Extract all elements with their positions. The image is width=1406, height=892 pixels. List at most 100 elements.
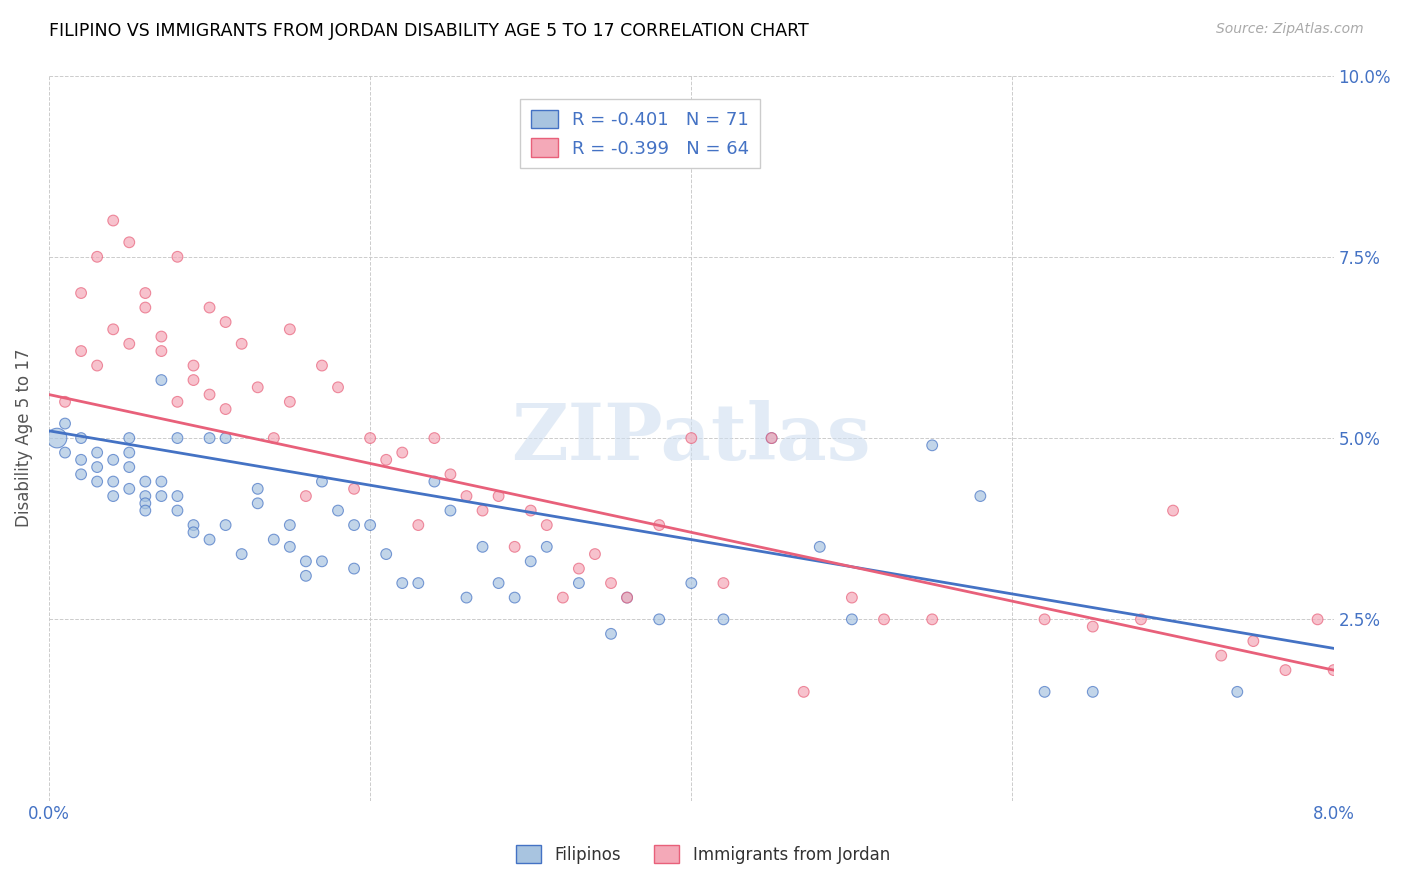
Point — [1161, 503, 1184, 517]
Point — [761, 431, 783, 445]
Point — [681, 576, 703, 591]
Point — [150, 489, 173, 503]
Point — [841, 591, 863, 605]
Point — [713, 612, 735, 626]
Point — [488, 576, 510, 591]
Point — [311, 554, 333, 568]
Point — [134, 503, 156, 517]
Point — [439, 467, 461, 482]
Point — [423, 431, 446, 445]
Point — [921, 438, 943, 452]
Point — [103, 475, 125, 489]
Point — [70, 286, 93, 301]
Point — [118, 445, 141, 459]
Point — [793, 685, 815, 699]
Point — [166, 503, 188, 517]
Point — [439, 503, 461, 517]
Point — [70, 452, 93, 467]
Point — [103, 322, 125, 336]
Point — [166, 489, 188, 503]
Point — [1081, 685, 1104, 699]
Point — [648, 518, 671, 533]
Point — [536, 540, 558, 554]
Point — [150, 344, 173, 359]
Point — [311, 475, 333, 489]
Point — [278, 394, 301, 409]
Point — [391, 576, 413, 591]
Point — [488, 489, 510, 503]
Point — [198, 387, 221, 401]
Point — [808, 540, 831, 554]
Point — [86, 460, 108, 475]
Point — [326, 503, 349, 517]
Point — [616, 591, 638, 605]
Point — [359, 518, 381, 533]
Point — [86, 475, 108, 489]
Text: ZIPatlas: ZIPatlas — [512, 401, 872, 476]
Point — [375, 547, 398, 561]
Point — [46, 431, 69, 445]
Point — [118, 336, 141, 351]
Point — [391, 445, 413, 459]
Point — [53, 445, 76, 459]
Point — [519, 554, 541, 568]
Point — [921, 612, 943, 626]
Point — [713, 576, 735, 591]
Point — [166, 250, 188, 264]
Point — [166, 394, 188, 409]
Point — [471, 503, 494, 517]
Point — [183, 525, 205, 540]
Point — [295, 554, 318, 568]
Point — [295, 569, 318, 583]
Point — [263, 533, 285, 547]
Point — [86, 359, 108, 373]
Point — [118, 431, 141, 445]
Point — [1129, 612, 1152, 626]
Point — [681, 431, 703, 445]
Point — [134, 301, 156, 315]
Point — [103, 213, 125, 227]
Point — [536, 518, 558, 533]
Point — [103, 489, 125, 503]
Point — [53, 394, 76, 409]
Point — [408, 576, 430, 591]
Point — [359, 431, 381, 445]
Point — [183, 373, 205, 387]
Point — [519, 503, 541, 517]
Point — [86, 250, 108, 264]
Point — [278, 540, 301, 554]
Point — [118, 460, 141, 475]
Point — [214, 431, 236, 445]
Point — [183, 518, 205, 533]
Point — [214, 315, 236, 329]
Point — [70, 431, 93, 445]
Point — [456, 489, 478, 503]
Point — [1081, 619, 1104, 633]
Y-axis label: Disability Age 5 to 17: Disability Age 5 to 17 — [15, 349, 32, 527]
Point — [600, 576, 623, 591]
Point — [471, 540, 494, 554]
Point — [231, 547, 253, 561]
Point — [198, 431, 221, 445]
Point — [86, 445, 108, 459]
Point — [648, 612, 671, 626]
Legend: Filipinos, Immigrants from Jordan: Filipinos, Immigrants from Jordan — [509, 838, 897, 871]
Point — [311, 359, 333, 373]
Point — [134, 489, 156, 503]
Point — [343, 482, 366, 496]
Point — [198, 301, 221, 315]
Point — [456, 591, 478, 605]
Point — [1033, 612, 1056, 626]
Point — [150, 373, 173, 387]
Point — [246, 496, 269, 510]
Point — [841, 612, 863, 626]
Point — [150, 475, 173, 489]
Point — [70, 467, 93, 482]
Point — [343, 561, 366, 575]
Text: FILIPINO VS IMMIGRANTS FROM JORDAN DISABILITY AGE 5 TO 17 CORRELATION CHART: FILIPINO VS IMMIGRANTS FROM JORDAN DISAB… — [49, 22, 808, 40]
Point — [408, 518, 430, 533]
Point — [761, 431, 783, 445]
Point — [568, 576, 591, 591]
Point — [343, 518, 366, 533]
Point — [214, 402, 236, 417]
